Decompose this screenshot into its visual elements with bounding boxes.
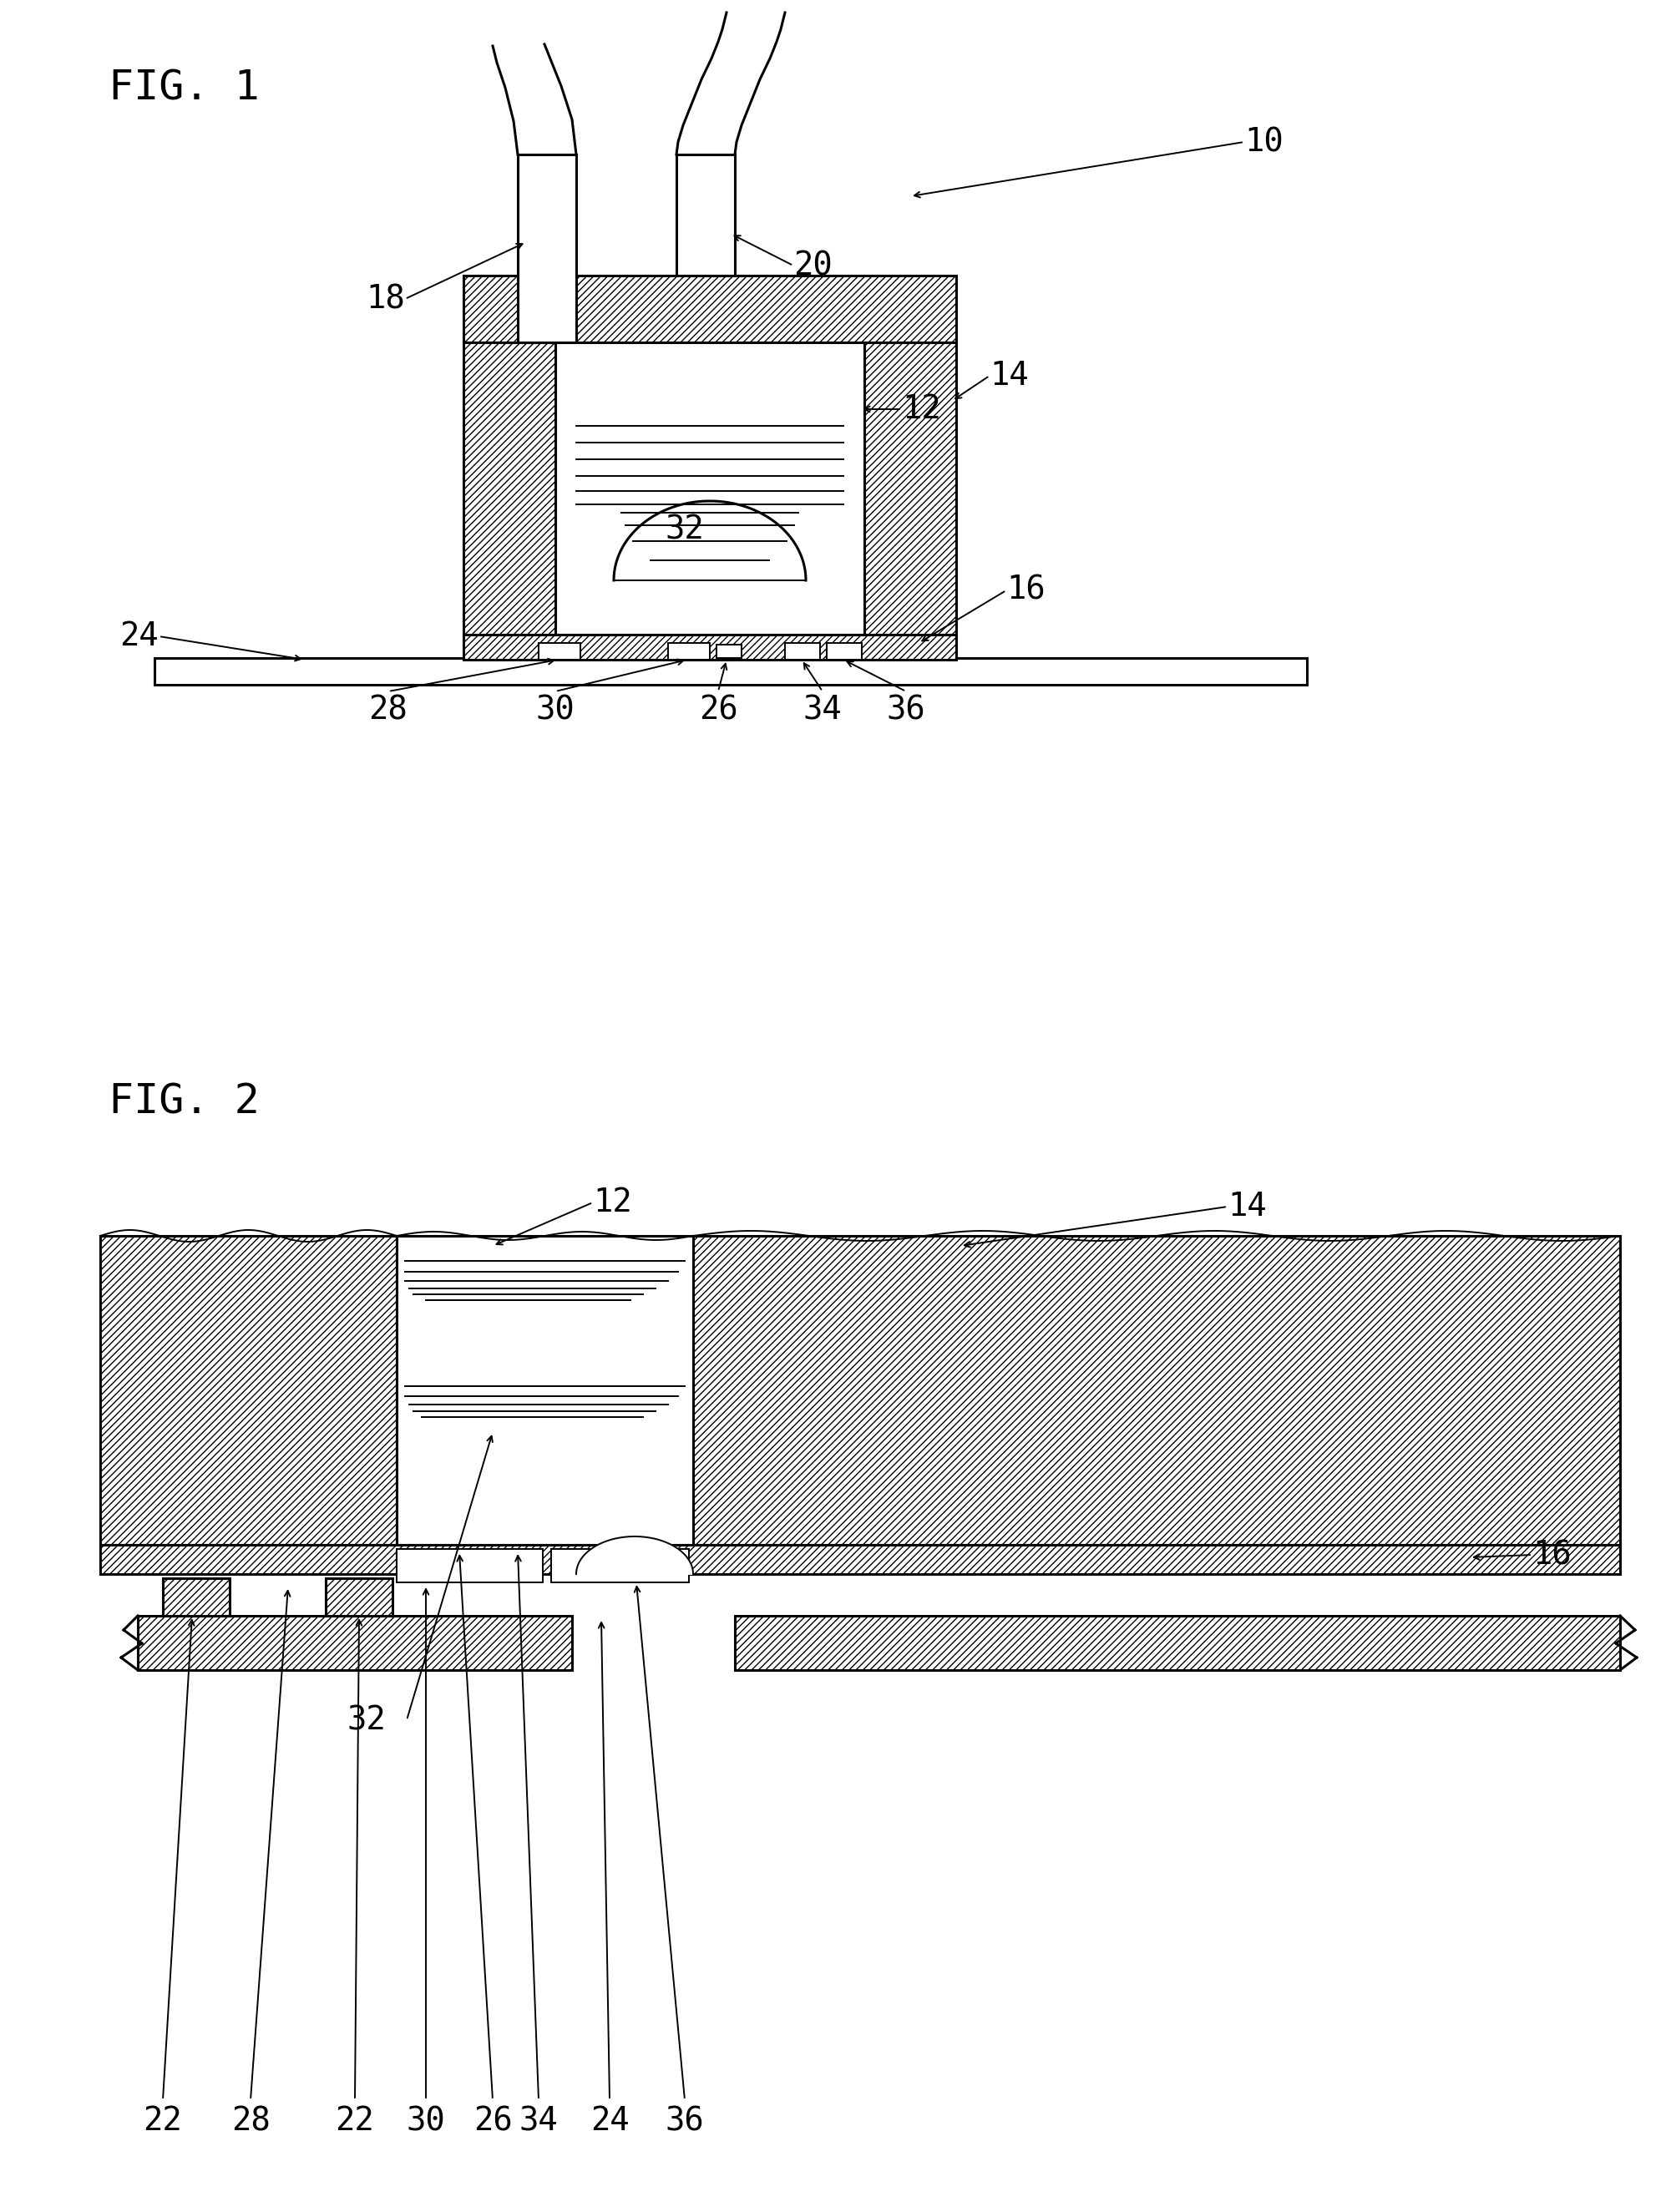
Bar [397,1548,543,1582]
Text: 28: 28 [231,2106,270,2137]
Text: 28: 28 [369,695,407,726]
Bar [865,343,957,635]
Text: 26: 26 [473,2106,513,2137]
Text: FIG. 2: FIG. 2 [109,1082,260,1121]
Text: 34: 34 [520,2106,558,2137]
Bar [101,1544,1621,1575]
Bar [464,635,957,659]
Bar [163,1577,230,1615]
Text: 20: 20 [793,250,833,281]
Text: 16: 16 [1006,575,1046,606]
Bar [551,1548,689,1582]
Text: 22: 22 [335,2106,374,2137]
Polygon shape [577,1537,694,1575]
Bar [677,155,734,276]
Text: 12: 12 [593,1186,632,1219]
Text: 34: 34 [803,695,841,726]
Text: 14: 14 [1227,1190,1267,1223]
Text: 18: 18 [365,283,406,314]
Bar [137,1615,572,1670]
Text: 26: 26 [699,695,737,726]
Bar [784,644,820,659]
Bar [464,343,555,635]
Text: 36: 36 [887,695,925,726]
Text: FIG. 1: FIG. 1 [109,69,260,108]
Bar [717,644,741,657]
Text: 24: 24 [119,619,159,653]
Bar [669,644,711,659]
Bar [734,1615,1621,1670]
Text: 30: 30 [406,2106,446,2137]
Bar [538,644,580,659]
Bar [555,343,865,635]
Bar [518,155,577,343]
Text: 10: 10 [1244,126,1284,157]
Bar [325,1577,392,1615]
Text: 22: 22 [144,2106,183,2137]
Bar [397,1237,694,1544]
Text: 32: 32 [347,1703,385,1736]
Text: 12: 12 [902,394,940,425]
Text: 16: 16 [1532,1540,1572,1571]
Text: 36: 36 [665,2106,704,2137]
Text: 24: 24 [590,2106,628,2137]
Bar [826,644,861,659]
Text: 32: 32 [665,515,704,546]
Bar [101,1237,397,1544]
Text: 30: 30 [536,695,575,726]
Bar [694,1237,1621,1544]
Text: 14: 14 [989,361,1029,392]
Bar [154,657,1307,686]
Polygon shape [613,502,806,580]
Bar [464,276,957,343]
